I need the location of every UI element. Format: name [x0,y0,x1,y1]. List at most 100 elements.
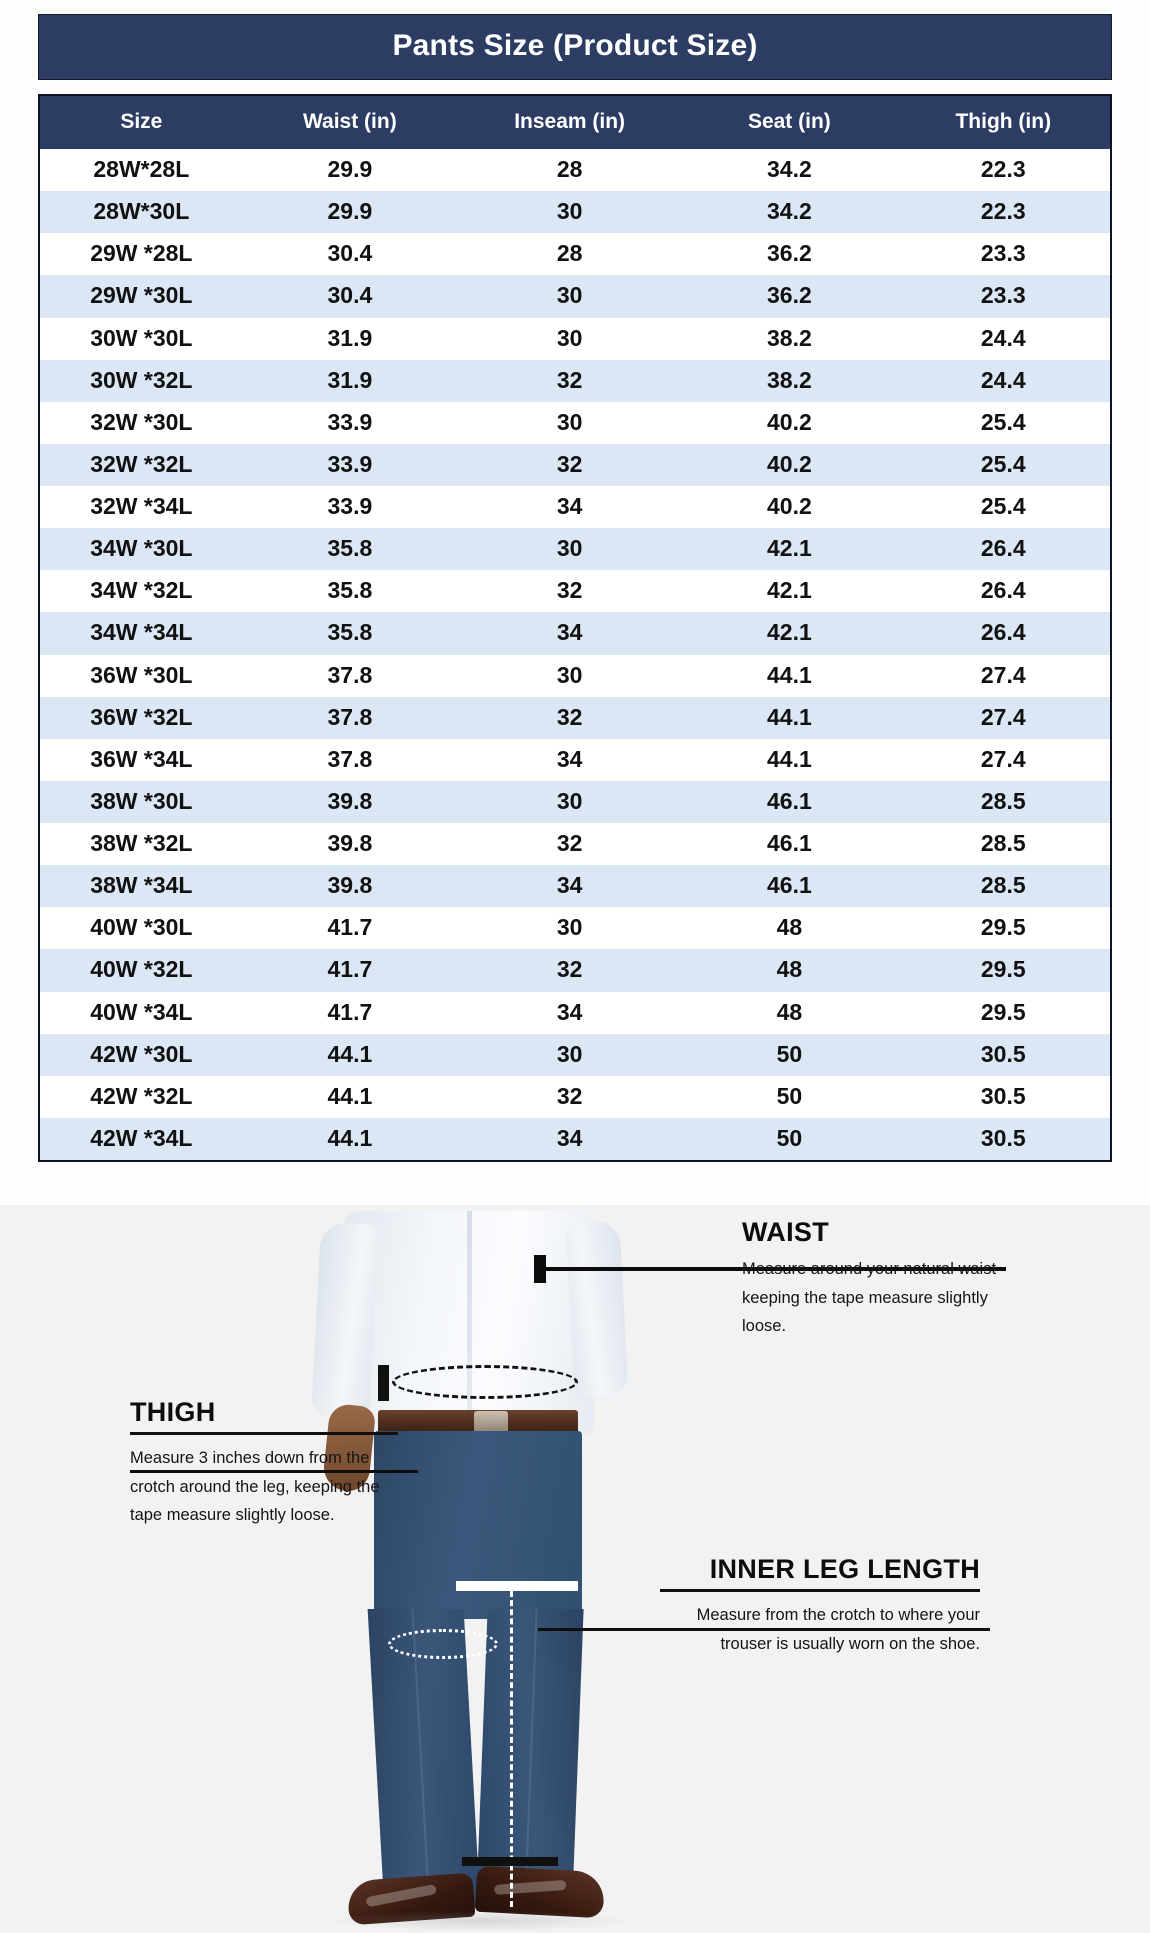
cell-waist: 31.9 [327,324,373,351]
table-row: 36W *30L 37.8 30 44.1 27.4 [39,654,1111,697]
cell-inseam: 28 [556,240,583,267]
table-row: 32W *34L 33.9 34 40.2 25.4 [39,486,1111,529]
right-sleeve [565,1219,629,1399]
inseam-measure-line-icon [510,1591,513,1907]
pants-size-table-section: Pants Size (Product Size) Size Waist (in… [38,14,1112,1162]
pants-size-table: Size Waist (in) Inseam (in) Seat (in) Th… [38,94,1112,1162]
cell-waist: 39.8 [327,830,373,856]
cell-seat: 48 [776,956,803,983]
cell-thigh: 29.5 [980,914,1026,941]
cell-seat: 34.2 [766,156,812,182]
cell-inseam: 32 [556,830,583,856]
cell-waist: 30.4 [327,282,373,309]
cell-size: 32W *32L [90,450,193,477]
cell-waist: 39.8 [327,787,373,814]
cell-waist: 33.9 [327,450,373,477]
cell-inseam: 34 [556,998,583,1025]
thigh-leader-line-icon [130,1470,418,1473]
cell-size: 40W *30L [90,914,193,941]
cell-thigh: 22.3 [980,198,1026,225]
table-row: 40W *32L 41.7 32 48 29.5 [39,949,1111,992]
cell-inseam: 34 [556,1124,583,1151]
cell-thigh: 29.5 [980,956,1026,983]
cell-size: 40W *34L [90,998,193,1025]
cell-inseam: 32 [556,577,583,604]
cell-inseam: 34 [556,493,583,519]
table-row: 30W *32L 31.9 32 38.2 24.4 [39,359,1111,402]
cell-thigh: 26.4 [980,535,1026,562]
cell-thigh: 22.3 [980,156,1026,182]
callout-thigh-heading: THIGH [130,1397,216,1427]
cell-inseam: 28 [556,156,583,182]
cell-seat: 50 [776,1124,803,1151]
cell-waist: 29.9 [327,198,373,225]
table-row: 29W *30L 30.4 30 36.2 23.3 [39,275,1111,318]
column-header-seat: Seat (in) [682,95,897,149]
table-row: 36W *34L 37.8 34 44.1 27.4 [39,738,1111,781]
floor-reflection [330,1911,630,1931]
table-row: 28W*30L 29.9 30 34.2 22.3 [39,191,1111,234]
table-row: 28W*28L 29.9 28 34.2 22.3 [39,149,1111,192]
cell-seat: 50 [776,1082,803,1109]
cell-thigh: 24.4 [980,366,1026,393]
cell-thigh: 25.4 [980,408,1026,435]
cell-thigh: 27.4 [980,745,1026,772]
left-shoe-highlight [365,1884,437,1908]
cell-size: 42W *30L [90,1040,193,1067]
leather-belt [378,1410,578,1434]
table-row: 40W *34L 41.7 34 48 29.5 [39,991,1111,1034]
cell-inseam: 32 [556,450,583,477]
table-row: 32W *30L 33.9 30 40.2 25.4 [39,401,1111,444]
cell-waist: 29.9 [327,156,373,182]
cell-inseam: 30 [556,408,583,435]
callout-inner-leg-body: Measure from the crotch to where your tr… [696,1606,980,1653]
cell-size: 34W *32L [90,577,193,604]
cell-inseam: 32 [556,956,583,983]
inner-leg-leader-line-icon [538,1628,990,1631]
table-row: 36W *32L 37.8 32 44.1 27.4 [39,696,1111,739]
cell-thigh: 25.4 [980,493,1026,519]
cell-waist: 30.4 [327,240,373,267]
cell-seat: 46.1 [766,830,812,856]
cell-thigh: 27.4 [980,661,1026,688]
cell-inseam: 30 [556,324,583,351]
cell-waist: 37.8 [327,703,373,730]
cell-size: 42W *34L [90,1124,193,1151]
cell-waist: 41.7 [327,998,373,1025]
column-header-waist: Waist (in) [242,95,458,149]
cell-inseam: 32 [556,366,583,393]
cell-thigh: 30.5 [980,1040,1026,1067]
cell-waist: 37.8 [327,661,373,688]
cell-inseam: 30 [556,535,583,562]
cell-seat: 40.2 [766,493,812,519]
waist-leader-line-icon [538,1267,1006,1271]
cell-size: 30W *32L [90,366,193,393]
cell-thigh: 23.3 [980,282,1026,309]
cell-waist: 44.1 [327,1124,373,1151]
cell-thigh: 26.4 [980,619,1026,646]
cell-inseam: 34 [556,619,583,646]
thigh-measure-ellipse-icon [388,1629,498,1659]
cell-size: 40W *32L [90,956,193,983]
cell-size: 36W *30L [90,661,193,688]
column-header-thigh: Thigh (in) [896,95,1111,149]
crotch-marker-bar-icon [456,1581,578,1591]
cell-size: 28W*30L [93,198,190,225]
cell-thigh: 28.5 [980,872,1026,899]
cell-seat: 40.2 [766,408,812,435]
table-row: 38W *34L 39.8 34 46.1 28.5 [39,865,1111,908]
cell-size: 36W *34L [90,745,193,772]
table-row: 42W *30L 44.1 30 50 30.5 [39,1033,1111,1076]
cell-thigh: 28.5 [980,787,1026,814]
cell-size: 32W *30L [90,408,193,435]
callout-waist-body: Measure around your natural waist keepin… [742,1260,997,1336]
cell-waist: 35.8 [327,577,373,604]
callout-thigh: THIGH Measure 3 inches down from the cro… [130,1398,398,1529]
cell-seat: 44.1 [766,703,812,730]
cell-thigh: 23.3 [980,240,1026,267]
cell-seat: 34.2 [766,198,812,225]
table-row: 42W *32L 44.1 32 50 30.5 [39,1075,1111,1118]
callout-thigh-body: Measure 3 inches down from the crotch ar… [130,1449,380,1525]
callout-waist: WAIST Measure around your natural waist … [742,1218,1004,1340]
